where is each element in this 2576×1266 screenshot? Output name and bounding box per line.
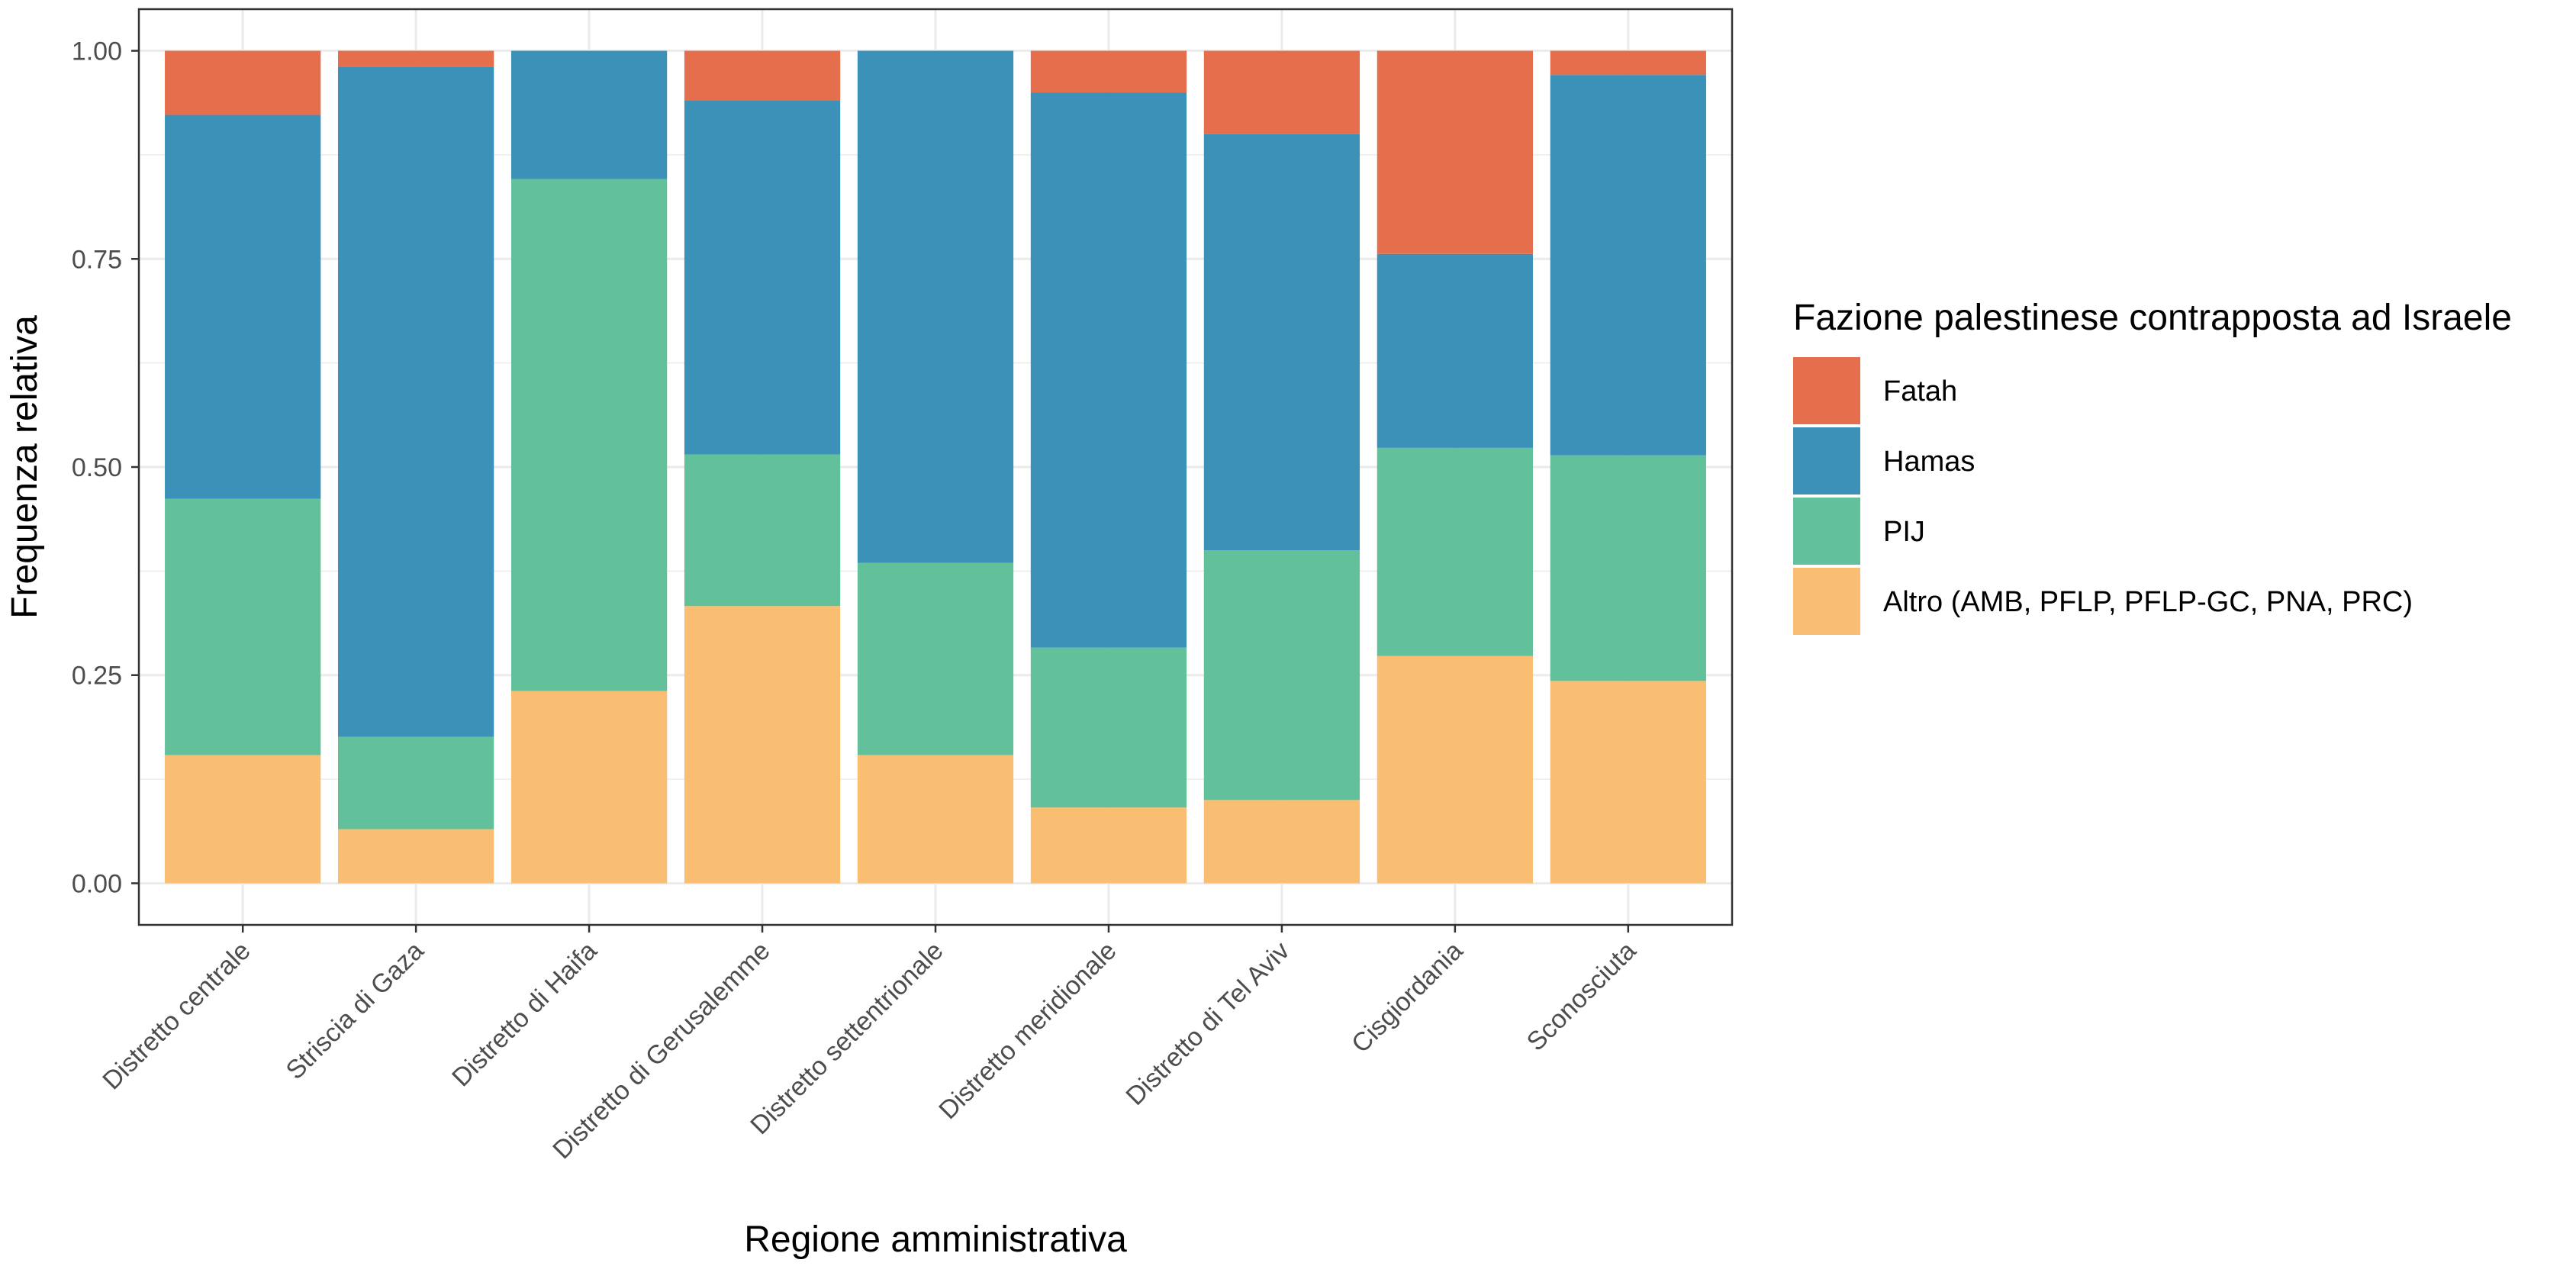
bar-segment	[1030, 50, 1187, 93]
bar-segment	[338, 829, 494, 884]
y-tick-label: 0.75	[72, 245, 122, 274]
bar-segment	[1377, 656, 1533, 884]
legend-label: PIJ	[1883, 516, 1925, 548]
legend-key	[1793, 498, 1860, 565]
y-tick-label: 1.00	[72, 37, 122, 66]
bar-segment	[1203, 50, 1360, 134]
bar-segment	[684, 101, 841, 455]
bar-segment	[684, 454, 841, 607]
y-tick-label: 0.25	[72, 662, 122, 691]
bar-segment	[1550, 455, 1706, 681]
bar-segment	[857, 755, 1014, 884]
bar-segment	[684, 50, 841, 101]
y-tick-label: 0.00	[72, 869, 122, 898]
y-axis-title: Frequenza relativa	[5, 315, 45, 619]
y-axis: 0.00 0.25 0.50 0.75 1.00	[72, 37, 139, 898]
legend-key	[1793, 568, 1860, 635]
bar-segment	[857, 50, 1014, 563]
bar-segment	[510, 50, 668, 179]
bar-segment	[1203, 800, 1360, 884]
bar-segment	[1377, 253, 1533, 448]
legend-key	[1793, 357, 1860, 424]
bar-segment	[338, 50, 494, 67]
bar-segment	[510, 691, 668, 884]
legend-label: Hamas	[1883, 446, 1975, 478]
bars	[165, 50, 1706, 884]
bar-segment	[1550, 50, 1706, 76]
bar-segment	[1377, 50, 1533, 254]
y-tick-label: 0.50	[72, 453, 122, 482]
bar-segment	[510, 179, 668, 691]
bar-segment	[165, 50, 321, 115]
bar-segment	[1550, 75, 1706, 456]
bar-segment	[1550, 681, 1706, 884]
bar-segment	[165, 114, 321, 499]
legend-key	[1793, 427, 1860, 494]
x-axis-title: Regione amministrativa	[744, 1219, 1127, 1260]
bar-segment	[338, 736, 494, 830]
legend-label: Altro (AMB, PFLP, PFLP-GC, PNA, PRC)	[1883, 586, 2413, 618]
bar-segment	[1203, 550, 1360, 801]
bar-segment	[684, 606, 841, 884]
bar-segment	[1030, 92, 1187, 648]
bar-segment	[1030, 647, 1187, 808]
bar-segment	[1030, 807, 1187, 884]
bar-segment	[338, 66, 494, 737]
bar-segment	[165, 755, 321, 884]
bar-segment	[165, 498, 321, 755]
legend-title: Fazione palestinese contrapposta ad Isra…	[1793, 298, 2512, 338]
bar-segment	[1203, 134, 1360, 551]
legend: Fazione palestinese contrapposta ad Isra…	[1793, 298, 2512, 635]
bar-segment	[1377, 447, 1533, 656]
legend-label: Fatah	[1883, 375, 1957, 408]
bar-segment	[857, 562, 1014, 755]
